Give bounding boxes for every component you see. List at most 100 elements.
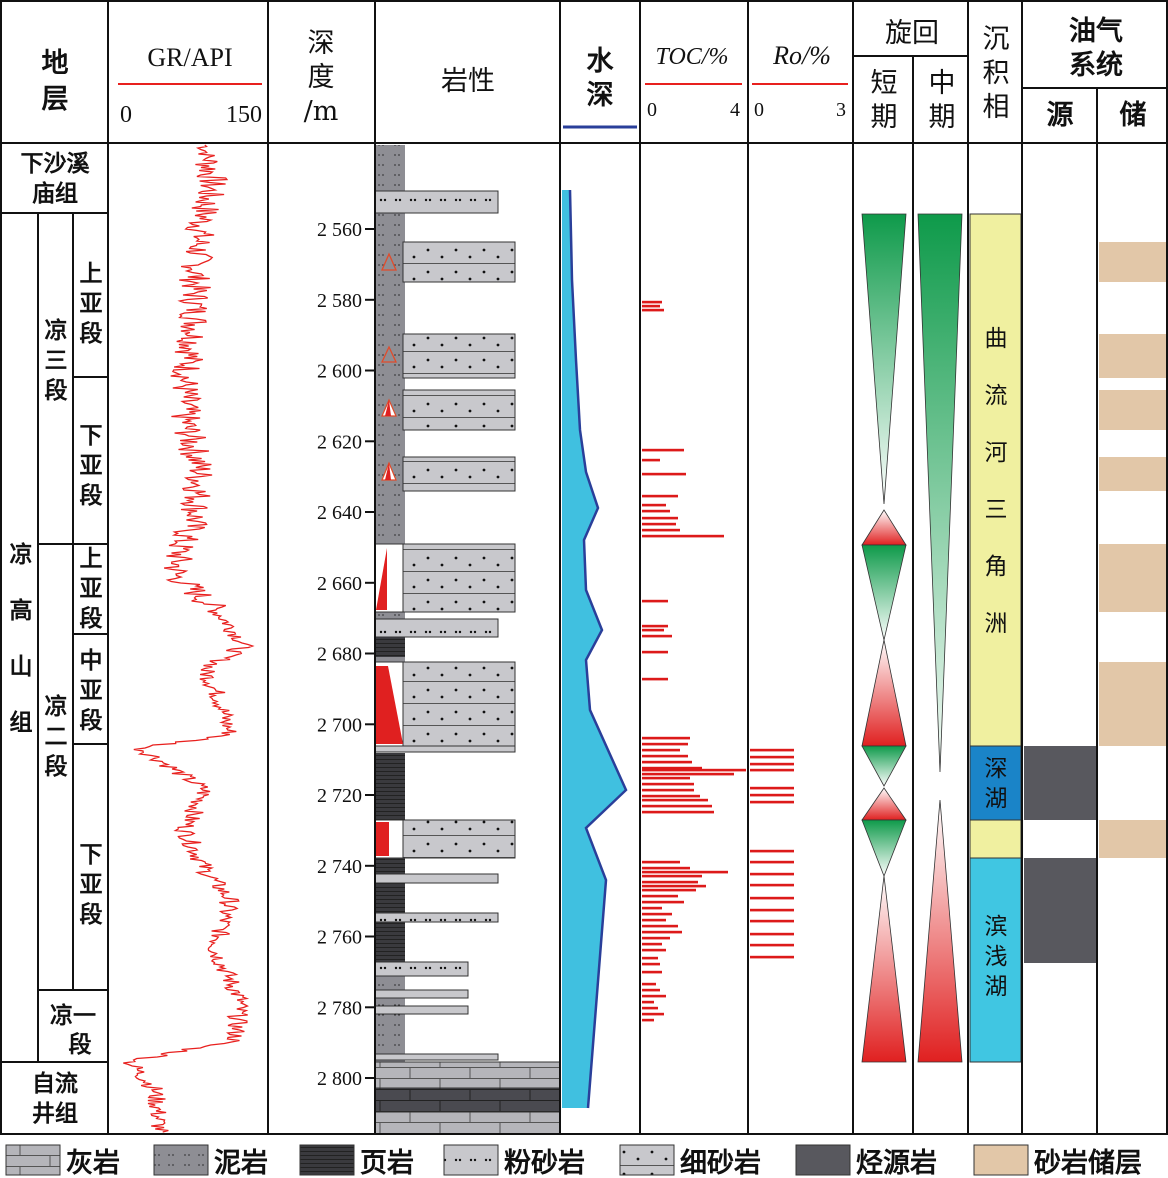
header-water-2: 深 (587, 80, 614, 111)
depth-tick-label: 2 720 (317, 785, 362, 807)
strata-l2-upper-1: 上 (80, 545, 103, 572)
ro-bar (750, 860, 794, 864)
toc-bar (642, 788, 694, 792)
short-cycle-green-4 (861, 819, 907, 878)
strata-l3-upper-2: 亚 (80, 290, 103, 317)
legend-swatch-source (795, 1144, 851, 1176)
toc-bar (642, 766, 702, 770)
strata-liang2-3: 段 (45, 753, 68, 780)
litho-siltstone-8 (374, 1053, 499, 1061)
ro-bar (750, 768, 794, 772)
ro-bar (750, 955, 794, 959)
ro-bar (750, 896, 794, 900)
header-strata-1: 地 (42, 48, 69, 79)
toc-bar (642, 748, 680, 752)
short-cycle-red-1 (861, 509, 907, 546)
facies-delta-2t: 流 (985, 383, 1008, 409)
litho-sandstone-7 (402, 819, 516, 859)
facies-delta-6: 洲 (985, 611, 1008, 637)
petroleum-system (1024, 242, 1166, 963)
ro-bar (750, 872, 794, 876)
header-facies-1: 沉 (983, 24, 1010, 55)
header-petroleum-1: 油气 (1069, 16, 1123, 47)
depth-tick-label: 2 780 (317, 997, 362, 1019)
ro-bar (750, 786, 794, 790)
reservoir-5 (1099, 544, 1166, 612)
legend-label-source: 烃源岩 (856, 1148, 937, 1178)
litho-limestone-2 (374, 1111, 561, 1135)
litho-sandstone-6 (402, 661, 516, 747)
toc-bar (642, 930, 682, 934)
toc-bar (642, 782, 694, 786)
ro-bar (750, 943, 794, 947)
legend-label-limestone: 灰岩 (66, 1148, 120, 1178)
reservoir-6 (1099, 662, 1166, 746)
facies-delta (969, 213, 1022, 747)
fining-block-3 (375, 822, 389, 856)
depth-tick-label: 2 560 (317, 219, 362, 241)
toc-bar (642, 810, 714, 814)
header-toc: TOC/% (656, 44, 729, 70)
facies-deep-2: 湖 (985, 786, 1008, 812)
ro-bar (750, 748, 794, 752)
header-cycle-short-1: 短 (871, 68, 898, 99)
legend-label-sandstone: 细砂岩 (680, 1147, 761, 1178)
toc-bar (642, 308, 664, 312)
strata-column: 下沙溪 庙组 凉 高 山 组 凉 三 段 凉 二 段 凉一 段 自流 井组 上 … (10, 150, 103, 1127)
toc-bar (642, 924, 678, 928)
toc-bar (642, 884, 706, 888)
toc-bar (642, 936, 670, 940)
depth-tick-label: 2 620 (317, 431, 362, 453)
header-cycle-mid-1: 中 (929, 68, 956, 99)
toc-bar (642, 804, 712, 808)
cross-bedding-open-1 (381, 252, 397, 271)
ro-bar (750, 849, 794, 853)
header-cycle-mid-2: 期 (929, 102, 956, 133)
litho-sandstone-2 (402, 333, 516, 379)
legend-label-mudstone: 泥岩 (214, 1148, 268, 1178)
header-lithology: 岩性 (441, 66, 495, 97)
toc-bar (642, 472, 686, 476)
header-facies-2: 积 (983, 58, 1010, 89)
toc-bar (642, 918, 666, 922)
header-depth-1: 深 (308, 28, 335, 59)
ro-scale-max: 3 (836, 99, 846, 121)
toc-bar (642, 1000, 654, 1004)
facies-delta-3: 河 (985, 440, 1008, 466)
header-reservoir: 储 (1120, 100, 1147, 131)
toc-bar (642, 503, 666, 507)
toc-bar (642, 912, 672, 916)
toc-bar (642, 894, 678, 898)
short-cycle-column (861, 213, 907, 1063)
toc-bar (642, 874, 702, 878)
toc-bar (642, 948, 666, 952)
ro-bar (750, 919, 794, 923)
facies-delta-1: 曲 (985, 326, 1008, 352)
strata-l2-middle-1: 中 (80, 647, 103, 674)
litho-top-siltstone (374, 190, 499, 214)
strata-l2-middle-2: 亚 (80, 677, 103, 704)
strata-ziliujing-2: 井组 (32, 1100, 78, 1127)
cross-bedding-solid-1-fill (385, 400, 391, 416)
ro-bar (750, 800, 794, 804)
toc-bar (642, 509, 670, 513)
toc-bar (642, 458, 660, 462)
ro-bar (750, 755, 794, 759)
mid-cycle-column (917, 213, 963, 1063)
toc-bar (642, 880, 698, 884)
legend-label-reservoir: 砂岩储层 (1034, 1148, 1142, 1178)
header-facies-3: 相 (983, 92, 1010, 123)
header-ro: Ro/% (772, 41, 831, 70)
litho-siltstone-2 (374, 745, 516, 753)
reservoir-7 (1099, 820, 1166, 858)
toc-bar (642, 942, 662, 946)
header-cycle: 旋回 (885, 18, 939, 49)
ro-bars (750, 748, 794, 959)
facies-deep-1: 深 (985, 756, 1008, 782)
litho-shale-band-1 (375, 637, 405, 657)
depth-tick-label: 2 640 (317, 502, 362, 524)
toc-bar (642, 982, 656, 986)
toc-bar (642, 742, 688, 746)
strata-liang2-1: 凉 (45, 693, 68, 720)
toc-bar (642, 628, 664, 632)
